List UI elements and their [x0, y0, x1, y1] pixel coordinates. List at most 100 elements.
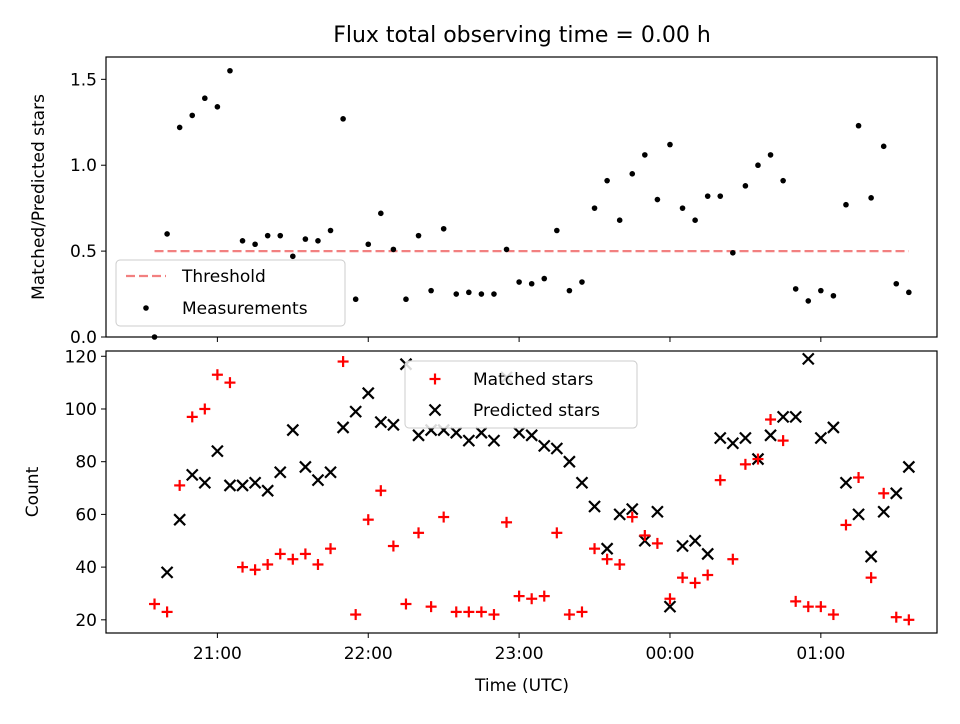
measurement-point	[340, 116, 346, 122]
measurement-point	[591, 205, 598, 211]
matched-point	[526, 593, 538, 605]
measurement-point	[642, 152, 648, 158]
legend-predicted-label: Predicted stars	[473, 401, 600, 421]
matched-point	[387, 540, 399, 552]
matched-point	[827, 609, 839, 621]
measurement-point	[440, 225, 447, 232]
predicted-point-b	[211, 444, 224, 458]
predicted-point	[789, 410, 802, 424]
matched-point	[903, 614, 915, 626]
predicted-point-b	[827, 421, 840, 434]
matched-point	[752, 453, 764, 465]
predicted-point	[537, 439, 551, 453]
measurement-point	[692, 217, 698, 223]
measurement-point	[679, 205, 686, 211]
predicted-point	[839, 476, 853, 490]
matched-point	[589, 543, 601, 555]
top-plot: 0.0 0.5 1.0 1.5 Threshold Measurements	[70, 56, 938, 348]
predicted-point	[173, 513, 186, 526]
measurement-point	[478, 291, 485, 297]
measurement-point	[855, 122, 862, 129]
bottom-x-tick-label: 23:00	[495, 644, 544, 664]
predicted-point-b	[273, 465, 287, 479]
legend-measurement-label: Measurements	[182, 299, 308, 319]
measurement-point	[629, 171, 636, 177]
predicted-point-b	[449, 426, 463, 439]
predicted-point	[739, 431, 752, 445]
predicted-point-b	[248, 476, 262, 490]
matched-point	[438, 511, 450, 523]
matched-point	[865, 572, 877, 584]
matched-point	[149, 598, 161, 610]
matched-point	[727, 553, 739, 565]
matched-point	[274, 548, 286, 560]
measurement-point	[893, 280, 900, 287]
matched-point	[815, 601, 827, 613]
measurement-point	[830, 292, 837, 299]
bottom-legend: Matched stars Predicted stars	[404, 360, 638, 429]
measurement-point	[189, 112, 196, 119]
top-y-tick-label: 1.0	[70, 156, 97, 176]
predicted-point	[299, 460, 312, 474]
top-y-tick-label: 0.0	[70, 328, 97, 348]
measurement-point	[466, 289, 472, 296]
bottom-x-tick-label: 01:00	[796, 644, 845, 664]
matched-point	[375, 485, 387, 497]
predicted-point	[223, 479, 237, 492]
predicted-point-b	[525, 429, 538, 442]
matched-point	[337, 356, 349, 368]
matched-point	[186, 411, 198, 423]
predicted-point	[198, 476, 212, 490]
predicted-point	[701, 547, 714, 561]
predicted-point-b	[286, 423, 300, 437]
measurement-point	[151, 334, 158, 340]
matched-point	[840, 519, 852, 531]
measurement-point	[327, 227, 334, 234]
measurement-point	[390, 246, 397, 253]
matched-point	[325, 543, 337, 555]
measurement-point	[704, 193, 711, 199]
predicted-point	[902, 460, 916, 474]
matched-point	[878, 487, 890, 499]
top-legend-box	[115, 259, 346, 327]
measurement-point	[742, 183, 749, 189]
measurement-point	[214, 104, 221, 110]
measurement-point	[403, 296, 409, 303]
matched-point	[651, 537, 663, 549]
matched-point	[614, 558, 626, 570]
predicted-point	[827, 421, 840, 434]
predicted-point	[387, 418, 400, 432]
predicted-point-b	[726, 436, 740, 450]
predicted-point-b	[185, 468, 199, 482]
matched-point	[664, 593, 676, 605]
legend-measurement-swatch	[143, 305, 149, 311]
bottom-y-tick-label: 40	[75, 558, 97, 578]
predicted-point	[273, 465, 287, 479]
predicted-point-b	[563, 455, 576, 468]
measurement-point	[792, 286, 799, 292]
predicted-point	[688, 534, 702, 548]
x-axis-label: Time (UTC)	[474, 676, 569, 696]
matched-point	[350, 609, 362, 621]
measurement-point	[176, 124, 183, 131]
measurement-point	[780, 177, 786, 184]
matched-point	[400, 598, 412, 610]
measurement-point	[818, 287, 824, 294]
predicted-point-b	[814, 431, 828, 445]
measurement-point	[604, 177, 610, 184]
predicted-point	[374, 415, 388, 429]
predicted-point	[575, 476, 589, 490]
matched-point	[689, 577, 701, 589]
legend-predicted-swatch	[428, 403, 442, 417]
matched-point	[739, 458, 751, 470]
predicted-point-b	[864, 550, 878, 563]
predicted-point	[475, 426, 488, 439]
predicted-point	[160, 566, 174, 579]
legend-predicted-swatch-b	[428, 403, 442, 417]
bottom-frame	[105, 350, 938, 634]
measurement-point	[805, 298, 812, 304]
predicted-point	[801, 352, 815, 366]
predicted-point-b	[688, 534, 702, 548]
measurement-point	[202, 95, 208, 102]
